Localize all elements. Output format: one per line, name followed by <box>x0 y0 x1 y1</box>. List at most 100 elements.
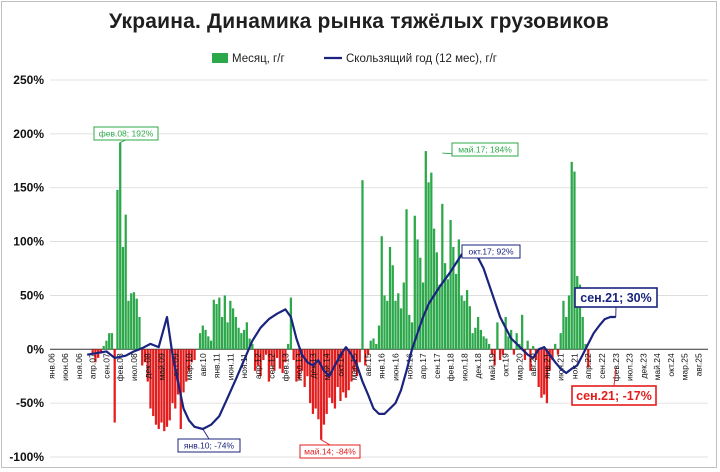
month-bar <box>386 301 388 349</box>
annotation-may17-label: май.17; 184% <box>458 145 512 155</box>
x-tick-label: апр.07 <box>88 353 98 379</box>
month-bar <box>378 326 380 350</box>
x-tick-label: ноя.06 <box>74 353 84 379</box>
month-bar <box>554 344 556 349</box>
month-bar <box>433 229 435 350</box>
x-tick-label: май.19 <box>487 353 497 380</box>
month-bar <box>394 301 396 349</box>
x-tick-label: фев.13 <box>280 353 290 381</box>
month-bar <box>452 247 454 349</box>
month-bar <box>455 274 457 349</box>
legend-swatch-month <box>212 53 228 63</box>
x-tick-label: янв.11 <box>212 353 222 378</box>
month-bar <box>215 304 217 349</box>
annotation-oct17-label: окт.17; 92% <box>468 247 513 257</box>
month-bar <box>133 292 135 349</box>
month-bar <box>207 336 209 349</box>
month-bar <box>425 151 427 349</box>
annotation-jan10-label: янв.10; -74% <box>184 441 235 451</box>
x-tick-label: май.24 <box>652 353 662 380</box>
month-bar <box>119 142 121 349</box>
y-tick-label: -50% <box>16 396 44 410</box>
month-bar <box>240 333 242 349</box>
month-bar <box>485 339 487 350</box>
month-bar <box>430 173 432 350</box>
month-bar <box>414 216 416 350</box>
month-bar <box>397 293 399 349</box>
month-bar <box>122 247 124 349</box>
month-bar <box>221 317 223 349</box>
month-bar <box>204 330 206 349</box>
month-bar <box>474 328 476 350</box>
month-bar <box>381 236 383 349</box>
y-tick-label: 50% <box>20 288 44 302</box>
month-bar <box>408 315 410 349</box>
month-bar <box>111 333 113 349</box>
x-tick-label: авг.10 <box>198 353 208 376</box>
month-bar <box>392 265 394 349</box>
month-bar <box>505 317 507 349</box>
month-bar <box>466 290 468 349</box>
month-bar <box>496 322 498 349</box>
x-tick-label: июн.06 <box>60 353 70 381</box>
month-bar <box>287 344 289 349</box>
month-bar <box>103 346 105 349</box>
x-tick-label: сен.22 <box>597 353 607 379</box>
month-bar <box>449 220 451 349</box>
legend-label-month: Месяц, г/г <box>232 53 285 65</box>
month-bar <box>116 190 118 349</box>
month-bar <box>127 301 129 349</box>
x-tick-label: дек.08 <box>143 353 153 378</box>
month-bar <box>243 330 245 349</box>
month-bar <box>246 322 248 349</box>
month-bar <box>562 301 564 349</box>
month-bar <box>527 341 529 350</box>
month-bar <box>218 298 220 350</box>
month-bar <box>447 279 449 349</box>
month-bar <box>108 333 110 349</box>
x-tick-label: дек.18 <box>473 353 483 378</box>
month-bar <box>389 247 391 349</box>
month-bar <box>471 333 473 349</box>
month-bar <box>565 317 567 349</box>
x-tick-label: июл.23 <box>625 353 635 381</box>
x-tick-label: дек.23 <box>638 353 648 378</box>
month-bar <box>477 317 479 349</box>
x-tick-label: сен.17 <box>432 353 442 379</box>
month-bar <box>405 209 407 349</box>
annotation-may14-label: май.14; -84% <box>304 447 356 457</box>
annotation-feb08-label: фев.08; 192% <box>99 129 154 139</box>
month-bar <box>469 306 471 349</box>
x-tick-label: апр.17 <box>418 353 428 379</box>
x-tick-label: июн.21 <box>556 353 566 381</box>
x-tick-label: мар.25 <box>680 353 690 380</box>
month-bar <box>573 172 575 350</box>
month-bar <box>199 333 201 349</box>
month-bar <box>400 308 402 349</box>
y-tick-label: 250% <box>13 73 44 87</box>
month-bar <box>125 215 127 350</box>
month-bar <box>521 315 523 349</box>
x-tick-label: авг.15 <box>363 353 373 376</box>
month-bar <box>138 317 140 349</box>
x-tick-label: окт.19 <box>501 353 511 377</box>
month-bar <box>202 326 204 350</box>
x-tick-label: фев.23 <box>611 353 621 381</box>
month-bar <box>576 276 578 349</box>
y-tick-label: -100% <box>9 450 44 464</box>
month-bar <box>383 295 385 349</box>
month-bar <box>444 263 446 349</box>
annotation-may14-pointer <box>321 440 330 445</box>
x-tick-label: июл.08 <box>129 353 139 381</box>
month-bar <box>105 341 107 350</box>
month-bar <box>463 301 465 349</box>
x-tick-label: окт.24 <box>666 353 676 377</box>
month-bar <box>438 285 440 350</box>
x-tick-label: янв.06 <box>46 353 56 379</box>
x-tick-label: июл.18 <box>459 353 469 381</box>
month-bar <box>370 341 372 350</box>
month-bar <box>136 299 138 350</box>
month-bar <box>375 344 377 349</box>
x-tick-label: сен.07 <box>101 353 111 379</box>
month-bar <box>532 346 534 349</box>
